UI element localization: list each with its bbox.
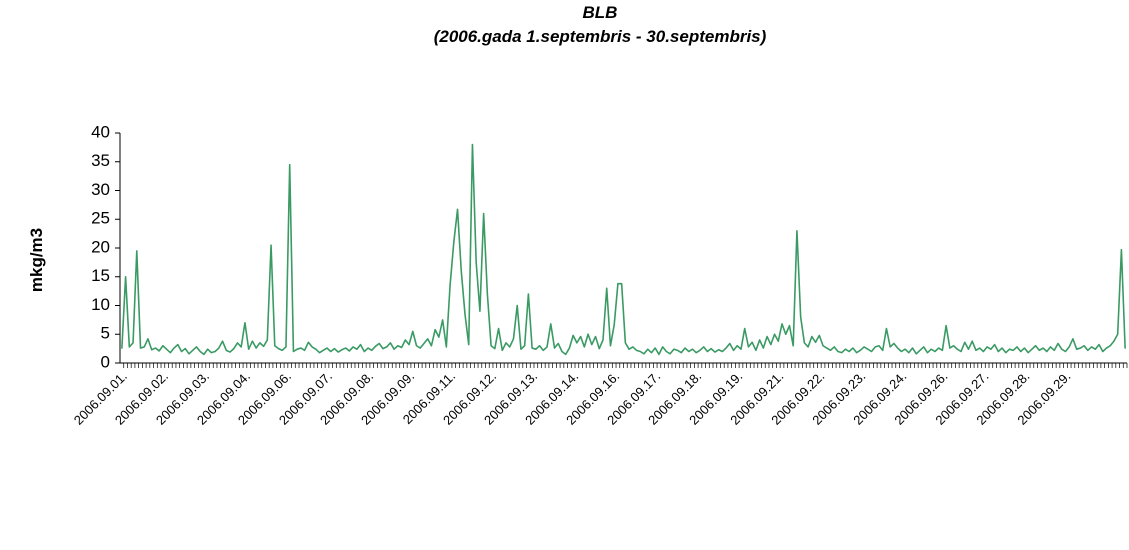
y-tick-label: 25 (91, 209, 110, 228)
chart-title: BLB (583, 3, 618, 22)
y-tick-label: 35 (91, 151, 110, 170)
y-axis-label: mkg/m3 (27, 228, 46, 292)
chart-subtitle: (2006.gada 1.septembris - 30.septembris) (434, 27, 767, 46)
data-line (121, 143, 1126, 356)
y-tick-label: 15 (91, 266, 110, 285)
y-tick-label: 10 (91, 295, 110, 314)
y-tick-label: 30 (91, 180, 110, 199)
y-tick-label: 40 (91, 122, 110, 141)
y-tick-label: 5 (101, 324, 110, 343)
y-tick-label: 0 (101, 352, 110, 371)
y-tick-label: 20 (91, 237, 110, 256)
